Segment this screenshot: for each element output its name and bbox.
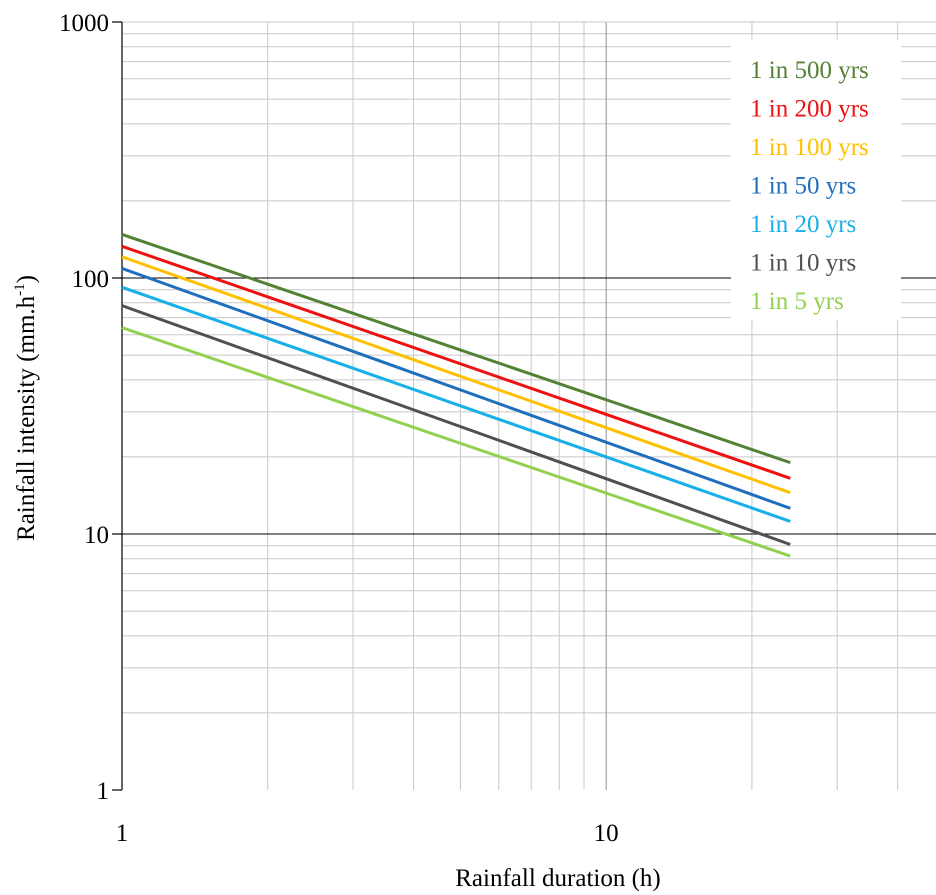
y-tick-label: 1000 — [59, 10, 109, 37]
series-line — [121, 304, 791, 546]
series-lines — [121, 232, 791, 558]
series-line — [121, 326, 791, 558]
y-axis-label-superscript: -1 — [12, 283, 28, 296]
series-line — [121, 285, 791, 523]
y-tick-label: 10 — [84, 522, 109, 549]
y-axis-tick-labels: 1 10 100 1000 — [59, 10, 109, 805]
series-line — [121, 267, 791, 510]
y-tick-label: 1 — [97, 778, 110, 805]
series-line — [121, 255, 791, 495]
legend-entry: 1 in 100 yrs — [750, 134, 869, 161]
legend: 1 in 500 yrs 1 in 200 yrs 1 in 100 yrs 1 in… — [731, 40, 901, 320]
x-axis-label: Rainfall duration (h) — [455, 865, 661, 892]
legend-entries: 1 in 500 yrs 1 in 200 yrs 1 in 100 yrs 1 in… — [750, 57, 869, 315]
x-tick-label: 10 — [594, 820, 619, 847]
y-axis-label-close: ) — [13, 275, 40, 283]
legend-entry: 1 in 500 yrs — [750, 57, 869, 84]
y-tick-label: 100 — [72, 266, 110, 293]
legend-background — [731, 40, 901, 320]
y-axis-label: Rainfall intensity (mm.h-1) — [12, 275, 40, 541]
x-tick-label: 1 — [116, 820, 129, 847]
y-axis-tick-marks — [112, 21, 122, 791]
legend-entry: 1 in 5 yrs — [750, 288, 844, 315]
legend-entry: 1 in 50 yrs — [750, 173, 856, 200]
series-line — [121, 232, 791, 465]
x-axis-tick-labels: 1 10 — [116, 820, 619, 847]
y-axis-label-text: Rainfall intensity (mm.h — [13, 295, 40, 541]
legend-entry: 1 in 200 yrs — [750, 96, 869, 123]
legend-entry: 1 in 10 yrs — [750, 250, 856, 277]
series-line — [121, 244, 791, 480]
legend-entry: 1 in 20 yrs — [750, 211, 856, 238]
